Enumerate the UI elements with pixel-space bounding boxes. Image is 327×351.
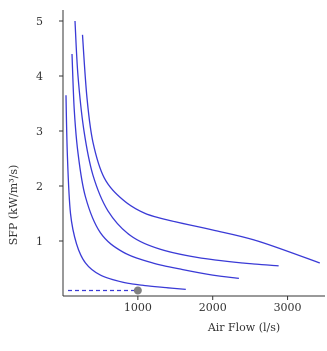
operating-point-layer	[68, 286, 142, 295]
y-axis-title: SFP (kW/m³/s)	[7, 165, 20, 246]
y-axis-ticks: 1 2 3 4 5	[36, 15, 63, 248]
sfp-curve-1	[65, 95, 186, 291]
x-axis-title: Air Flow (l/s)	[207, 321, 280, 334]
y-tick-label: 2	[36, 180, 43, 193]
sfp-curve-2	[71, 53, 239, 280]
y-tick-label: 1	[36, 235, 43, 248]
y-tick-label: 4	[36, 70, 43, 83]
sfp-curve-4	[81, 34, 321, 264]
y-tick-label: 5	[36, 15, 43, 28]
y-tick-label: 3	[36, 125, 43, 138]
x-tick-label: 3000	[274, 301, 302, 314]
x-tick-label: 2000	[199, 301, 227, 314]
x-axis-ticks: 1000 2000 3000	[124, 296, 302, 314]
operating-point-marker[interactable]	[133, 286, 142, 295]
x-tick-label: 1000	[124, 301, 152, 314]
sfp-curve-3	[74, 20, 279, 267]
sfp-curves	[65, 20, 321, 291]
